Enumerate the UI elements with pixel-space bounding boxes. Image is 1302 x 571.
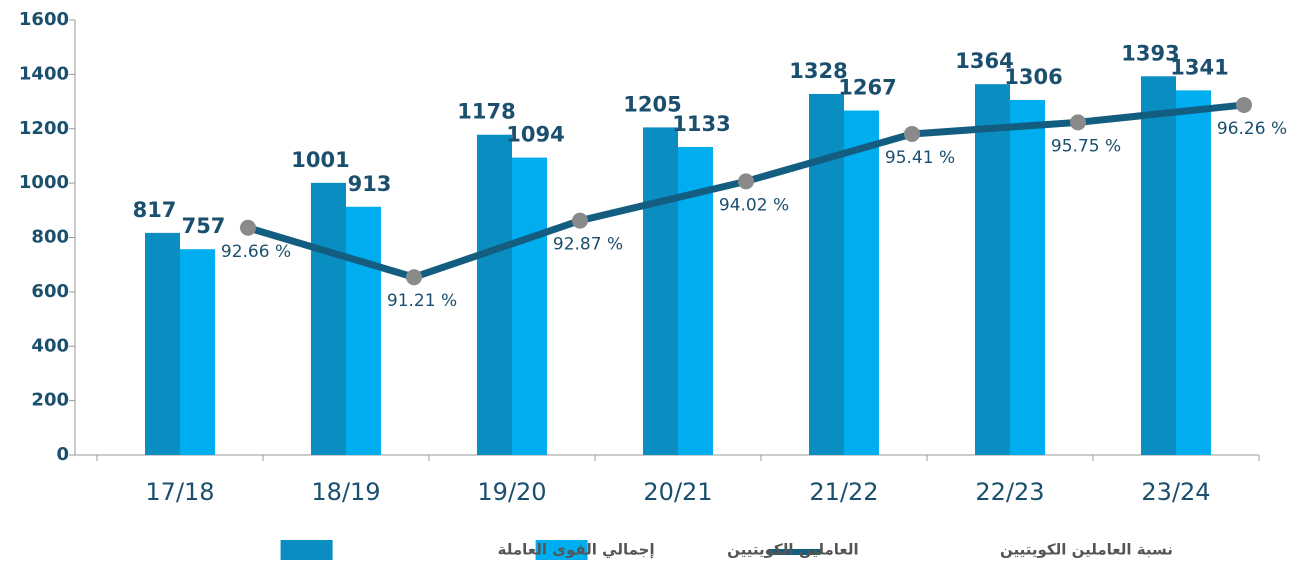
bar-label: 1267 [838,76,896,100]
legend-swatch [535,540,588,560]
x-tick-label: 17/18 [145,478,214,506]
line-label: 94.02 % [719,195,789,215]
x-tick-label: 19/20 [477,478,546,506]
y-tick-label: 400 [31,335,69,356]
y-tick-label: 200 [31,390,69,411]
bar-label: 913 [348,172,392,196]
bar [844,110,879,456]
line-point [406,269,422,286]
bar-label: 817 [133,198,177,222]
bar [311,182,346,455]
bar-label: 1001 [291,148,349,172]
bar [512,157,547,455]
x-tick-label: 18/19 [311,478,380,506]
line-point [904,125,920,142]
y-tick-label: 1400 [19,63,69,84]
legend-label: نسبة العاملين الكويتيين [1000,541,1173,559]
bar-label: 1306 [1004,65,1062,89]
line-point [1070,114,1086,131]
bar [975,84,1010,455]
bar [1010,99,1045,456]
line-label: 92.87 % [553,235,623,255]
line-point [240,219,256,236]
bar [1141,76,1176,455]
bar-label: 1205 [623,92,681,116]
bar [180,249,215,455]
bar [346,206,381,455]
bar [477,134,512,455]
bar [145,232,180,455]
line-label: 91.21 % [387,291,457,311]
x-tick-label: 21/22 [809,478,878,506]
line [247,101,1245,281]
line-label: 95.41 % [885,148,955,168]
y-tick-label: 600 [31,281,69,302]
y-tick-label: 1600 [19,9,69,30]
line-point [738,173,754,190]
line-label: 95.75 % [1051,136,1121,156]
bar-label: 1178 [457,100,515,124]
bar [809,93,844,455]
x-tick-label: 22/23 [975,478,1044,506]
bar-label: 1341 [1170,55,1228,79]
line-label: 92.66 % [221,242,291,262]
legend-label: العاملين الكويتيين [727,541,859,559]
bar-label: 1393 [1121,41,1179,65]
legend-label: إجمالي القوى العاملة [498,541,655,559]
line-point [572,212,588,229]
x-tick-label: 23/24 [1141,478,1210,506]
y-tick-label: 1000 [19,172,69,193]
x-tick-label: 20/21 [643,478,712,506]
y-tick-label: 1200 [19,118,69,139]
line-point [1236,96,1252,113]
bar [1176,90,1211,456]
bar-label: 1094 [506,123,564,147]
bar-label: 757 [182,214,226,238]
bar-label: 1364 [955,49,1013,73]
y-tick-label: 800 [31,227,69,248]
line-label: 96.26 % [1217,119,1287,139]
bar [643,127,678,455]
legend-swatch [280,540,333,560]
y-tick-label: 0 [56,444,69,465]
bar-label: 1133 [672,112,730,136]
bar-label: 1328 [789,59,847,83]
